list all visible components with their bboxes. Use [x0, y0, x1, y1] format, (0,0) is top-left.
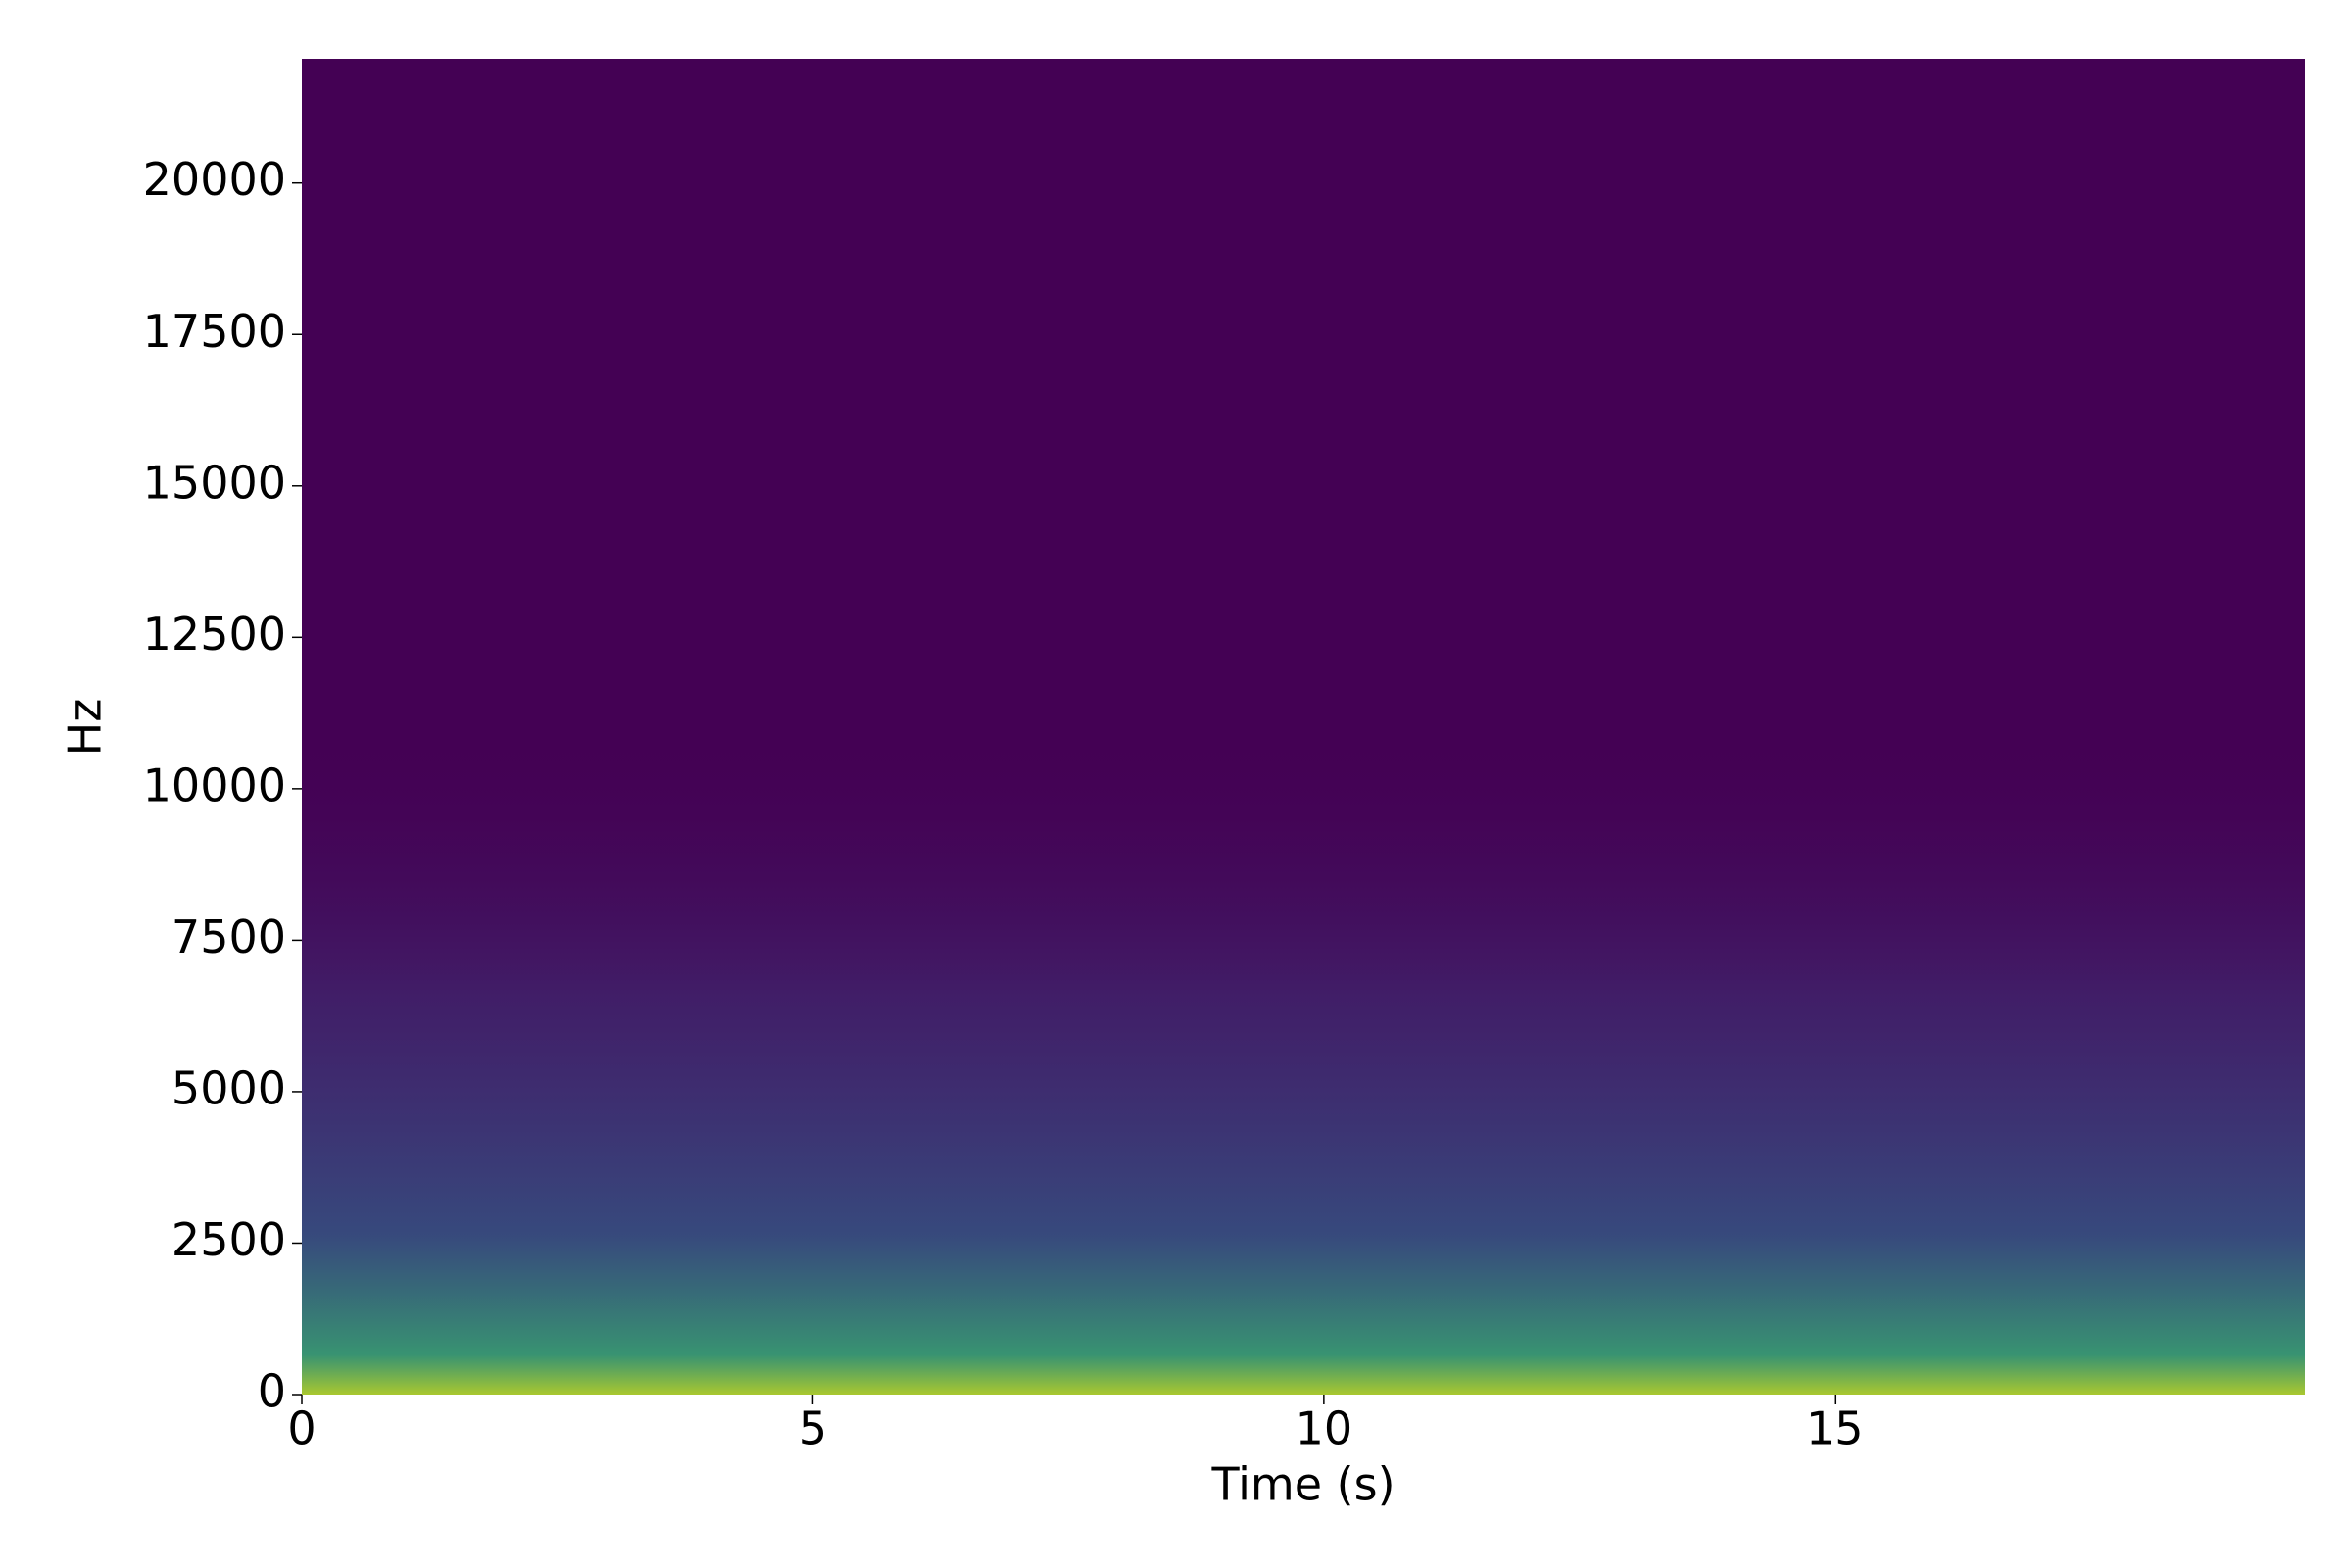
x-tick-label: 10	[1296, 1402, 1353, 1455]
y-tick-label: 17500	[143, 305, 286, 358]
y-tick-label: 5000	[172, 1061, 286, 1114]
y-tick-label: 10000	[143, 759, 286, 811]
x-tick-label: 15	[1806, 1402, 1864, 1455]
y-tick-label: 20000	[143, 153, 286, 206]
spectrogram-energy	[302, 59, 2305, 1395]
y-tick-label: 2500	[172, 1213, 286, 1266]
x-tick-label: 5	[799, 1402, 827, 1455]
x-axis-label: Time (s)	[1210, 1458, 1395, 1511]
y-axis-label: Hz	[59, 699, 112, 757]
y-tick-label: 7500	[172, 910, 286, 963]
y-tick-label: 12500	[143, 608, 286, 661]
plot-area	[302, 59, 2305, 1395]
y-tick-label: 15000	[143, 456, 286, 509]
y-tick-label: 0	[258, 1365, 286, 1418]
x-tick-label: 0	[287, 1402, 316, 1455]
